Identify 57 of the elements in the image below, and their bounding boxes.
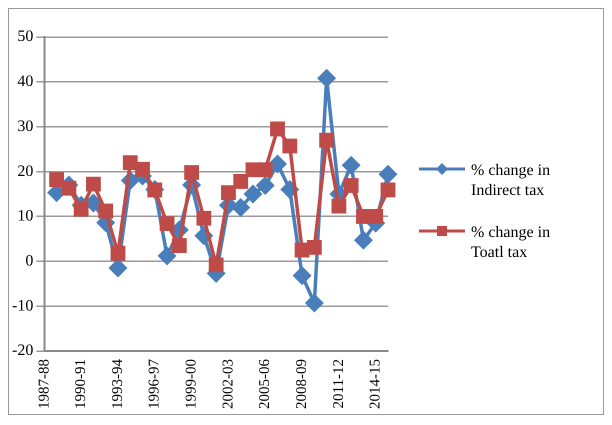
point bbox=[61, 180, 76, 196]
point bbox=[49, 172, 64, 187]
x-tick-label: 1996-97 bbox=[146, 358, 163, 409]
point bbox=[331, 198, 346, 214]
point bbox=[233, 174, 248, 188]
x-tick-label: 1987-88 bbox=[36, 358, 52, 409]
y-tick-label: 20 bbox=[17, 162, 34, 180]
legend-label: % change in Toatl tax bbox=[471, 222, 552, 262]
point bbox=[172, 238, 187, 252]
point bbox=[160, 216, 174, 231]
x-tick-label: 1993-94 bbox=[110, 358, 126, 409]
point bbox=[110, 245, 126, 260]
legend-label: % change in Indirect tax bbox=[471, 160, 552, 200]
point bbox=[344, 178, 359, 192]
point bbox=[256, 176, 274, 194]
point bbox=[184, 164, 200, 180]
point bbox=[232, 198, 250, 216]
y-tick-label: -10 bbox=[12, 296, 34, 314]
y-tick-label: 10 bbox=[17, 207, 34, 224]
point bbox=[244, 184, 262, 202]
point bbox=[294, 242, 310, 257]
point bbox=[293, 266, 311, 284]
y-tick-label: 30 bbox=[17, 117, 34, 134]
point bbox=[122, 154, 138, 170]
point bbox=[306, 239, 322, 254]
point bbox=[306, 294, 324, 312]
x-tick-label: 2005-06 bbox=[257, 358, 274, 409]
point bbox=[342, 156, 360, 174]
point bbox=[221, 184, 236, 200]
x-tick-label: 2011-12 bbox=[330, 358, 347, 408]
point bbox=[282, 138, 298, 153]
x-tick-label: 2014-15 bbox=[368, 358, 384, 409]
point bbox=[356, 208, 371, 224]
point bbox=[86, 176, 101, 192]
x-tick-label: 1999-00 bbox=[184, 358, 200, 409]
x-tick-label: 2008-09 bbox=[294, 358, 310, 409]
point bbox=[380, 182, 396, 197]
point bbox=[208, 256, 224, 272]
point bbox=[98, 203, 114, 218]
point bbox=[74, 201, 89, 216]
point bbox=[258, 162, 273, 177]
y-tick-label: 0 bbox=[25, 252, 34, 269]
point bbox=[196, 210, 212, 226]
point bbox=[368, 208, 384, 224]
point bbox=[318, 69, 336, 87]
x-tick-label: 1990-91 bbox=[73, 358, 90, 409]
point bbox=[158, 246, 176, 264]
point bbox=[270, 121, 285, 136]
point bbox=[354, 230, 372, 248]
y-tick-label: -20 bbox=[12, 342, 34, 359]
y-tick-label: 50 bbox=[17, 28, 34, 45]
point bbox=[319, 132, 334, 148]
y-tick-label: 40 bbox=[17, 72, 34, 90]
point bbox=[268, 154, 286, 172]
point bbox=[135, 161, 150, 176]
x-tick-label: 2002-03 bbox=[220, 358, 236, 409]
point bbox=[379, 165, 397, 183]
